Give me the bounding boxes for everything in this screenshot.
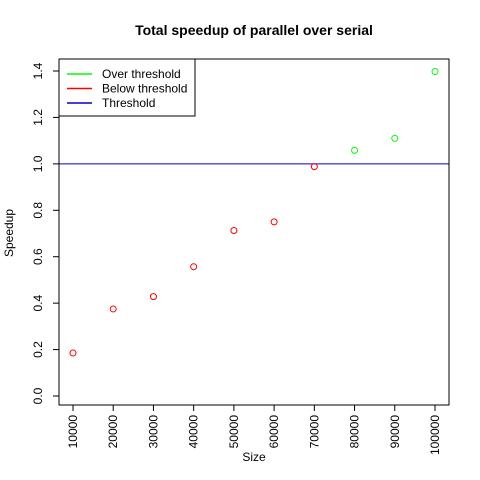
x-tick-label: 10000 (66, 415, 80, 449)
data-point (230, 226, 238, 234)
data-point (391, 134, 399, 142)
data-point (149, 293, 157, 301)
x-tick-label: 60000 (267, 415, 281, 449)
legend-box (58, 58, 196, 117)
y-tick-label: 0.8 (31, 202, 45, 219)
y-tick-label: 1.0 (31, 155, 45, 172)
data-point (270, 218, 278, 226)
x-tick-label: 70000 (307, 415, 321, 449)
x-axis-label: Size (242, 450, 266, 464)
data-point (351, 146, 359, 154)
x-tick-label: 80000 (348, 415, 362, 449)
legend-label: Over threshold (102, 67, 181, 81)
data-point (69, 349, 77, 357)
y-tick-label: 0.2 (31, 341, 45, 358)
y-tick-label: 0.0 (31, 387, 45, 404)
plot-frame (58, 58, 450, 406)
y-tick-label: 1.4 (31, 62, 45, 79)
x-tick-label: 100000 (428, 415, 442, 455)
legend-label: Below threshold (102, 82, 187, 96)
x-tick-label: 40000 (187, 415, 201, 449)
x-tick-label: 50000 (227, 415, 241, 449)
data-point (310, 163, 318, 171)
x-tick-label: 20000 (106, 415, 120, 449)
plot-area: 10000 20000 30000 40000 50000 60000 70000 80000… (31, 58, 450, 455)
data-point (431, 67, 439, 75)
chart-title: Total speedup of parallel over serial (135, 22, 373, 38)
data-point (109, 305, 117, 313)
data-point (190, 263, 198, 271)
x-tick-label: 90000 (388, 415, 402, 449)
legend-label: Threshold (102, 96, 155, 110)
y-axis-label: Speedup (2, 209, 16, 257)
y-tick-label: 0.4 (31, 294, 45, 311)
x-tick-label: 30000 (146, 415, 160, 449)
y-tick-label: 1.2 (31, 109, 45, 126)
y-tick-label: 0.6 (31, 248, 45, 265)
